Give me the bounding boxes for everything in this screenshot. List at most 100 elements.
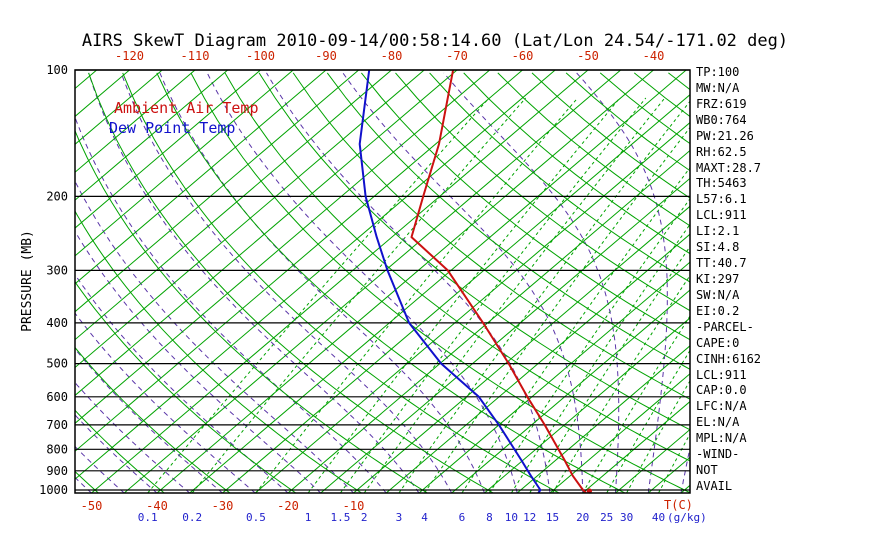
stat-line: LCL:911 [696, 367, 747, 382]
dry-adiabat-line [292, 72, 690, 400]
stat-line: MPL:N/A [696, 431, 747, 446]
isotherm-line [75, 70, 163, 145]
isotherm-line [385, 233, 690, 493]
stat-line: FRZ:619 [696, 96, 747, 111]
isotherm-line [320, 177, 690, 493]
mixing-ratio-label: 8 [486, 511, 493, 524]
pressure-tick-label: 1000 [39, 483, 68, 497]
stat-line: NOT [696, 463, 718, 478]
pressure-axis-label: PRESSURE (MB) [20, 230, 35, 332]
chart-title: AIRS SkewT Diagram 2010-09-14/00:58:14.6… [81, 31, 789, 51]
isotherm-line [582, 400, 690, 493]
isotherm-line [156, 70, 654, 493]
mixing-ratio-line [626, 379, 690, 493]
stat-line: CAPE:0 [696, 335, 740, 350]
top-temp-label: -70 [446, 49, 468, 63]
stat-line: -WIND- [696, 447, 740, 462]
isotherm-line [123, 70, 622, 493]
pressure-tick-label: 700 [46, 418, 68, 432]
stat-line: EL:N/A [696, 415, 740, 430]
isotherm-line [353, 205, 690, 493]
moist-adiabat-line [88, 72, 420, 493]
isotherm-line [287, 149, 690, 493]
pressure-tick-label: 500 [46, 357, 68, 371]
stat-line: MAXT:28.7 [696, 160, 762, 175]
top-temp-label: -60 [512, 49, 534, 63]
mixing-ratio-label: 15 [546, 511, 559, 524]
moist-adiabat-line [266, 72, 551, 493]
moist-adiabat-line [75, 348, 223, 493]
mixing-ratio-label: 20 [576, 511, 589, 524]
dry-adiabat-line [75, 210, 362, 493]
moist-adiabat-line [75, 273, 289, 493]
moist-adiabat-line [75, 230, 322, 493]
bottom-temp-label: -50 [81, 499, 103, 513]
isotherm-line [75, 70, 327, 285]
mixing-ratio-line [255, 97, 578, 493]
moist-adiabat-line [75, 381, 191, 493]
mixing-ratio-line [191, 97, 527, 493]
mixing-ratio-label: 6 [459, 511, 466, 524]
moist-adiabat-line [206, 72, 518, 493]
isotherm-lines [75, 70, 690, 493]
dry-adiabat-line [497, 72, 690, 227]
dry-adiabat-line [429, 72, 690, 283]
dry-adiabat-line [190, 72, 690, 493]
mixing-ratio-label: 10 [505, 511, 518, 524]
mixing-ratio-line [398, 100, 690, 493]
mixing-ratio-line [339, 97, 647, 493]
bottom-temp-label: -30 [212, 499, 234, 513]
mixing-ratio-label: 0.2 [182, 511, 202, 524]
isotherm-line [75, 70, 196, 173]
legend-ambient-temp: Ambient Air Temp [114, 99, 259, 117]
stat-line: SI:4.8 [696, 240, 740, 255]
stat-line: WB0:764 [696, 112, 747, 127]
top-temp-label: -110 [181, 49, 210, 63]
isotherm-line [75, 70, 360, 313]
mixing-ratio-line [307, 97, 621, 493]
mixing-ratio-line [658, 432, 690, 493]
isotherm-line [484, 317, 690, 493]
mixing-ratio-label: 0.1 [138, 511, 158, 524]
isotherm-line [189, 70, 687, 493]
isotherm-line [75, 70, 392, 341]
mixing-ratio-line [510, 223, 690, 493]
isotherm-line [451, 289, 690, 493]
dry-adiabat-line [156, 72, 626, 493]
isotherm-line [222, 94, 690, 493]
stat-line: LCL:911 [696, 208, 747, 223]
stat-line: TH:5463 [696, 176, 747, 191]
top-temp-label: -80 [381, 49, 403, 63]
mixing-ratio-label: 2 [361, 511, 368, 524]
isotherm-line [549, 373, 690, 493]
dry-adiabat-line [361, 72, 690, 341]
dry-adiabat-line [395, 72, 690, 312]
sounding-profiles [358, 70, 587, 493]
isotherm-line [75, 70, 458, 397]
plot-border [74, 69, 691, 494]
moist-adiabat-line [75, 180, 354, 493]
top-temp-label: -100 [246, 49, 275, 63]
stat-line: LI:2.1 [696, 224, 740, 239]
pressure-tick-label: 300 [46, 263, 68, 277]
moist-adiabat-line [342, 72, 584, 493]
dry-adiabat-line [224, 72, 690, 462]
isotherm-line [516, 345, 690, 493]
stat-line: PW:21.26 [696, 128, 754, 143]
mixing-ratio-label: 30 [620, 511, 633, 524]
pressure-tick-label: 600 [46, 390, 68, 404]
pressure-tick-label: 800 [46, 442, 68, 456]
stat-line: LFC:N/A [696, 399, 747, 414]
mixing-ratio-label: 1.5 [330, 511, 350, 524]
mixing-ratio-label: 40 [652, 511, 665, 524]
stat-line: TT:40.7 [696, 256, 747, 271]
moist-adiabat-line [75, 312, 256, 493]
dewpoint-curve [358, 70, 542, 493]
mixing-ratio-label: 25 [600, 511, 613, 524]
bottom-temp-label: -20 [277, 499, 299, 513]
mix-unit-label: (g/kg) [667, 511, 707, 524]
isotherm-line [75, 70, 425, 369]
isotherm-line [75, 70, 523, 452]
isotherm-line [91, 70, 589, 493]
